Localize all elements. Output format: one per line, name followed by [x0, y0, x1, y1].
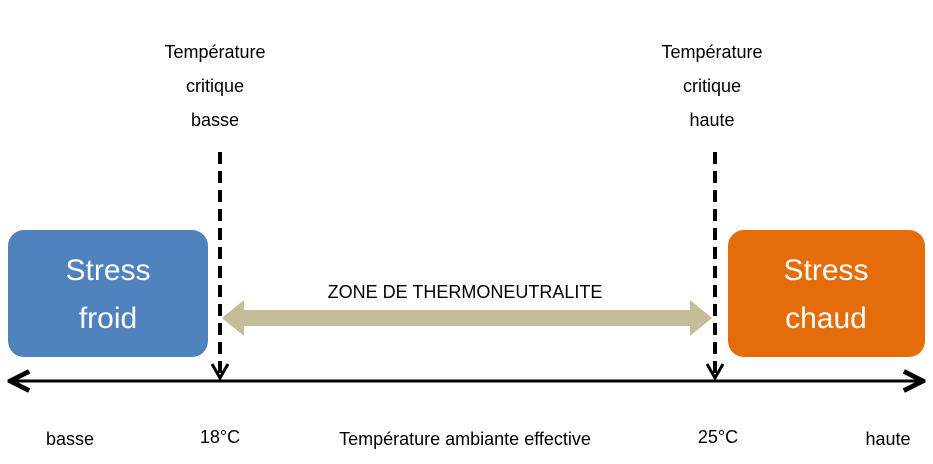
box-label: Stress	[783, 254, 868, 287]
label: haute	[689, 110, 734, 130]
hot-box	[728, 230, 925, 357]
zone-label: ZONE DE THERMONEUTRALITE	[328, 282, 603, 302]
label: basse	[191, 110, 239, 130]
axis-label: 25°C	[698, 427, 738, 447]
label: Température	[164, 42, 265, 62]
axis-title: Température ambiante effective	[339, 429, 591, 449]
axis-label: 18°C	[200, 427, 240, 447]
cold-box	[8, 230, 208, 357]
box-label: chaud	[785, 302, 867, 335]
label: critique	[186, 76, 244, 96]
box-label: Stress	[65, 254, 150, 287]
axis-label: basse	[46, 429, 94, 449]
label: Température	[661, 42, 762, 62]
axis-label: haute	[865, 429, 910, 449]
label: critique	[683, 76, 741, 96]
box-label: froid	[79, 302, 137, 335]
zone-arrow	[222, 300, 712, 336]
